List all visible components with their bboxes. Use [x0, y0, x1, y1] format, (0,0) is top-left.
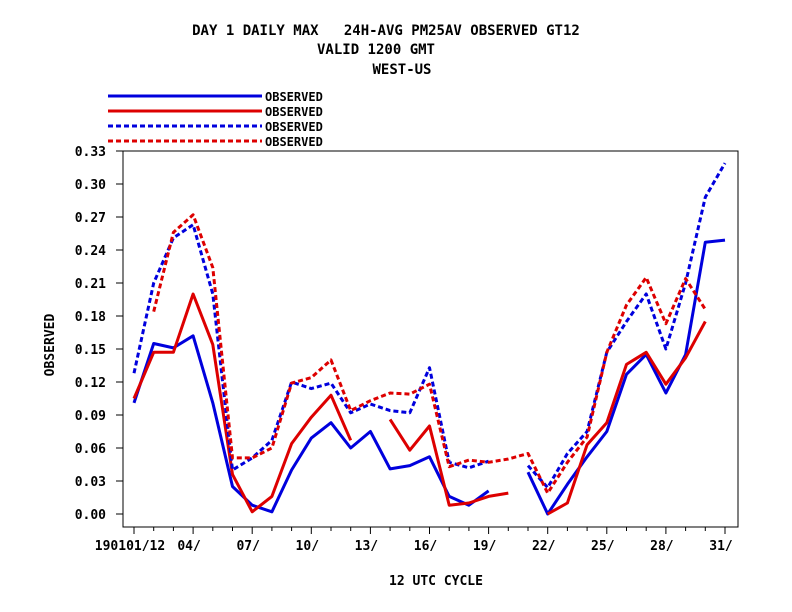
series-3 — [132, 162, 727, 490]
x-tick-label: 16/ — [414, 539, 438, 554]
series-1 — [132, 238, 726, 516]
series-line — [132, 334, 490, 514]
y-tick-label: 0.00 — [75, 508, 106, 523]
title-line-2: VALID 1200 GMT — [317, 42, 435, 58]
x-tick-label: 04/ — [177, 539, 201, 554]
x-tick-label: 13/ — [355, 539, 379, 554]
plot-frame — [122, 150, 739, 528]
y-tick-label: 0.15 — [75, 343, 106, 358]
x-axis-label: 12 UTC CYCLE — [389, 574, 483, 589]
y-tick-label: 0.33 — [75, 145, 106, 160]
y-tick-label: 0.24 — [75, 244, 106, 259]
x-tick-label: 25/ — [591, 539, 615, 554]
legend-label: OBSERVED — [265, 90, 323, 104]
title-line-1: DAY 1 DAILY MAX 24H-AVG PM25AV OBSERVED … — [192, 23, 580, 39]
series-line — [526, 238, 726, 516]
x-tick-label: 28/ — [650, 539, 674, 554]
y-tick-label: 0.03 — [75, 475, 106, 490]
x-tick-label: 07/ — [236, 539, 260, 554]
y-tick-label: 0.06 — [75, 442, 106, 457]
chart-title: DAY 1 DAILY MAX 24H-AVG PM25AV OBSERVED … — [192, 23, 580, 78]
x-axis: 190101/12 04/07/10/13/16/19/22/25/28/31/ — [95, 527, 733, 554]
y-axis-label: OBSERVED — [43, 314, 58, 377]
series-line — [388, 418, 509, 507]
series-line — [132, 223, 490, 472]
series-lines — [132, 162, 727, 516]
series-line — [526, 162, 727, 490]
legend-label: OBSERVED — [265, 135, 323, 149]
y-tick-label: 0.30 — [75, 178, 106, 193]
legend-label: OBSERVED — [265, 105, 323, 119]
y-tick-label: 0.27 — [75, 211, 106, 226]
y-tick-label: 0.21 — [75, 277, 106, 292]
y-tick-label: 0.18 — [75, 310, 106, 325]
series-4 — [152, 213, 707, 495]
x-tick-label: 31/ — [709, 539, 733, 554]
y-tick-label: 0.09 — [75, 409, 106, 424]
x-tick-label: 22/ — [532, 539, 556, 554]
title-line-3: WEST-US — [372, 62, 431, 78]
series-line — [546, 320, 707, 516]
series-line — [152, 213, 707, 495]
y-tick-label: 0.12 — [75, 376, 106, 391]
legend-label: OBSERVED — [265, 120, 323, 134]
x-tick-label: 10/ — [296, 539, 320, 554]
y-axis: 0.00 0.03 0.06 0.09 0.12 0.15 0.18 0.21 0.24 0.27… — [75, 145, 123, 523]
x-tick-label: 19/ — [473, 539, 497, 554]
x-tick-label: 190101/12 — [95, 539, 165, 554]
series-2 — [132, 292, 707, 516]
series-line — [132, 292, 353, 514]
